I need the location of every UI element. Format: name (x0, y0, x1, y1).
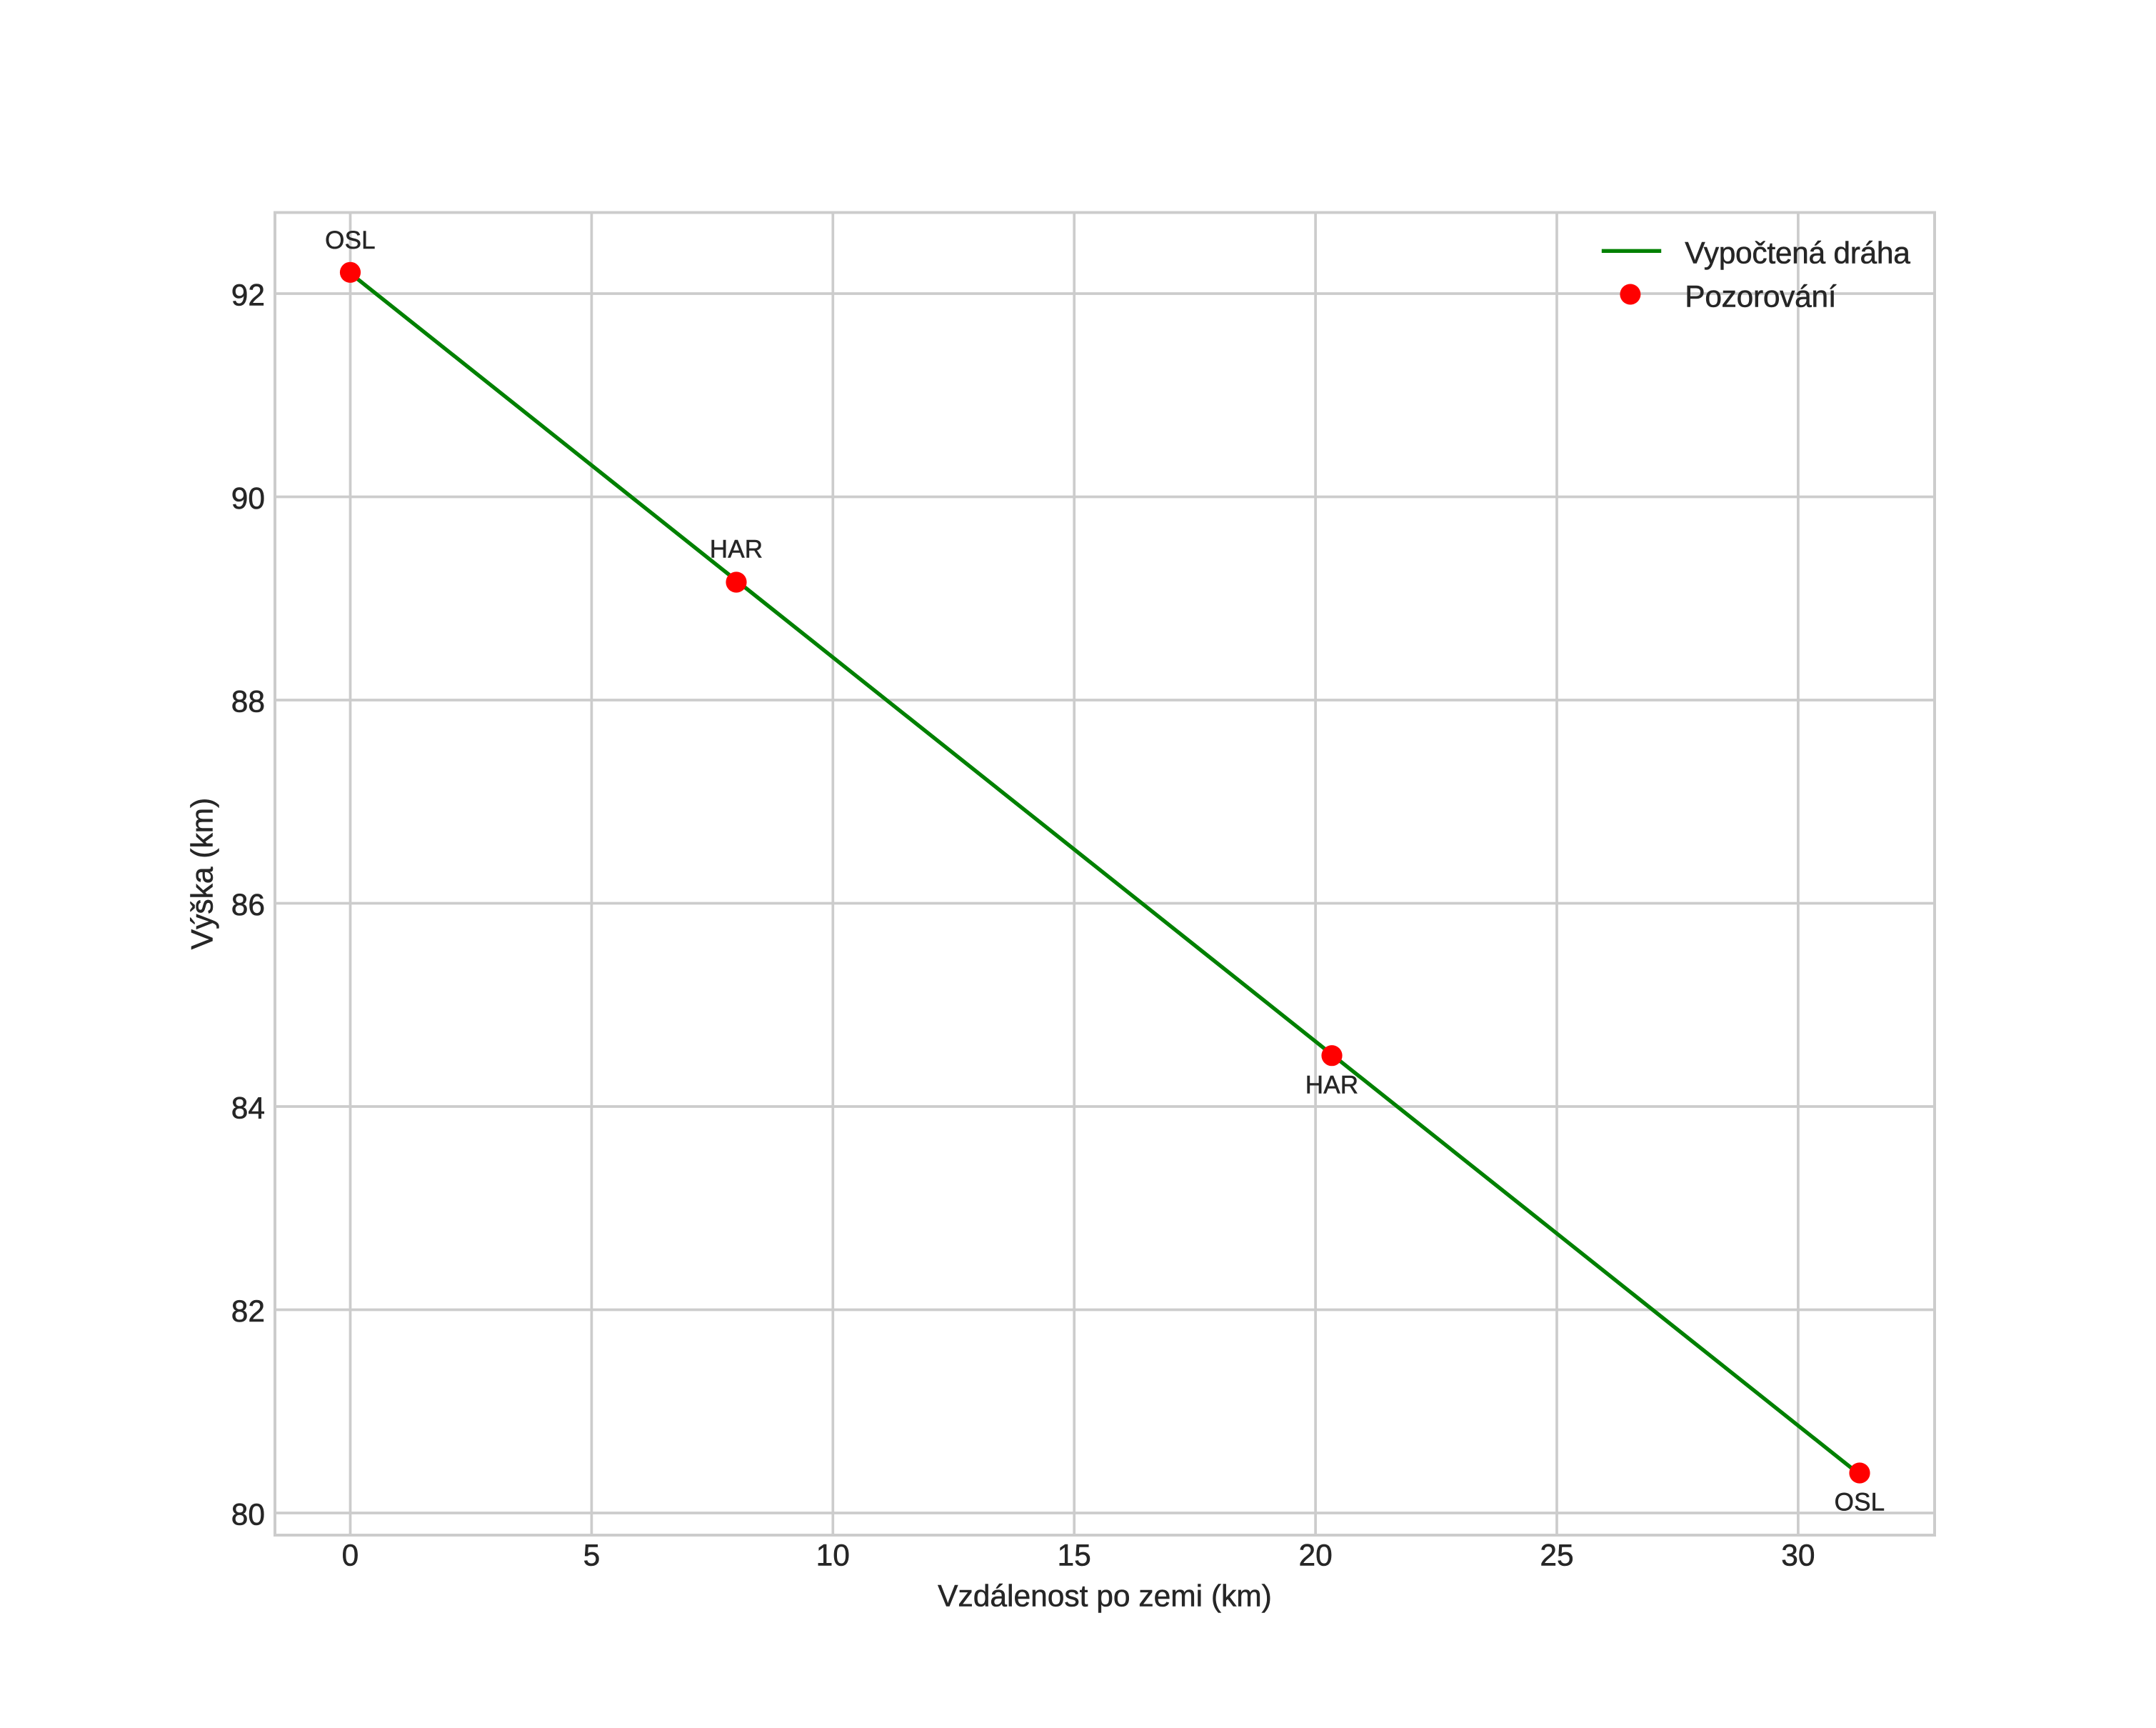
svg-text:OSL: OSL (325, 226, 376, 254)
svg-text:82: 82 (231, 1295, 265, 1329)
svg-text:20: 20 (1298, 1539, 1332, 1573)
svg-text:5: 5 (583, 1539, 601, 1573)
svg-text:HAR: HAR (710, 536, 763, 564)
svg-text:25: 25 (1540, 1539, 1573, 1573)
svg-text:10: 10 (816, 1539, 850, 1573)
svg-text:88: 88 (231, 686, 265, 719)
svg-text:Pozorování: Pozorování (1685, 280, 1836, 314)
svg-text:80: 80 (231, 1499, 265, 1532)
svg-text:OSL: OSL (1835, 1489, 1885, 1517)
svg-text:30: 30 (1781, 1539, 1815, 1573)
svg-text:0: 0 (342, 1539, 359, 1573)
svg-text:90: 90 (231, 482, 265, 516)
svg-text:Výška (km): Výška (km) (186, 798, 220, 950)
svg-text:86: 86 (231, 889, 265, 922)
svg-text:15: 15 (1058, 1539, 1091, 1573)
svg-text:Vypočtená dráha: Vypočtená dráha (1685, 236, 1910, 270)
svg-text:HAR: HAR (1305, 1072, 1359, 1099)
svg-text:92: 92 (231, 279, 265, 313)
svg-text:84: 84 (231, 1092, 265, 1126)
svg-text:Vzdálenost po zemi (km): Vzdálenost po zemi (km) (938, 1580, 1272, 1614)
